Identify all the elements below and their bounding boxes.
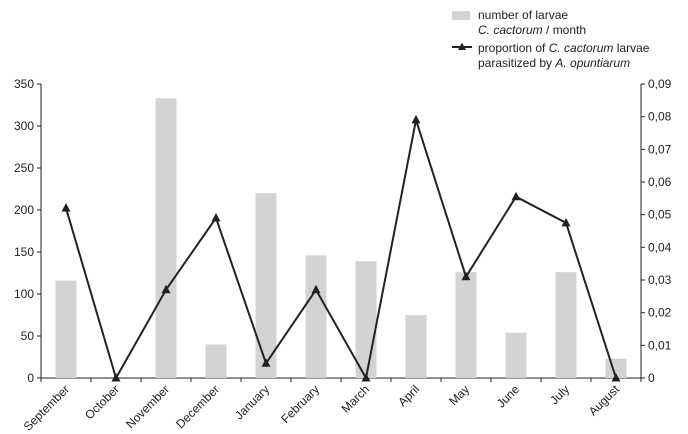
category-label-august: August: [586, 382, 623, 419]
category-label-january: January: [232, 382, 272, 422]
legend-line-post: larvae: [613, 41, 649, 55]
legend-line-label-line2: parasitized by A. opuntiarum: [478, 56, 630, 70]
bar-may: [455, 272, 477, 378]
y-left-tick-label: 150: [14, 245, 34, 259]
y-right-tick-label: 0,01: [648, 338, 672, 352]
y-right-tick-label: 0,07: [648, 142, 672, 156]
y-left-tick-label: 300: [14, 119, 34, 133]
point-july: [561, 217, 571, 227]
point-march: [361, 373, 371, 382]
legend-bar-label-line2: C. cactorum / month: [478, 23, 586, 37]
category-label-may: May: [446, 382, 472, 408]
y-right-tick-label: 0: [648, 371, 655, 385]
point-january: [261, 358, 271, 367]
y-left-tick-label: 250: [14, 161, 34, 175]
category-label-march: March: [339, 382, 372, 415]
point-may: [461, 271, 471, 281]
y-right-tick-label: 0,09: [648, 77, 672, 91]
legend-line-parasite: A. opuntiarum: [554, 56, 630, 70]
category-label-february: February: [278, 382, 322, 426]
legend-bar-swatch: [452, 11, 470, 20]
point-august: [611, 373, 621, 382]
category-label-july: July: [547, 382, 572, 407]
legend-bar-species: C. cactorum: [478, 23, 543, 37]
bar-january: [255, 193, 277, 378]
legend-triangle-icon: [458, 42, 466, 50]
axes: 0 50 100 150 200 250 300 350 0 0,01 0,02 0,03 0,04 0,…: [14, 77, 672, 385]
legend-line-pre: proportion of: [478, 41, 549, 55]
point-june: [511, 191, 521, 201]
y-right-tick-label: 0,05: [648, 208, 672, 222]
bar-december: [205, 344, 227, 378]
point-april: [411, 114, 421, 124]
category-labels: September October November December January F…: [21, 382, 623, 434]
category-label-november: November: [123, 382, 172, 431]
bar-november: [155, 98, 177, 378]
legend-line-species: C. cactorum: [549, 41, 614, 55]
legend: number of larvae C. cactorum / month pro…: [452, 8, 650, 70]
bar-march: [355, 261, 377, 378]
point-december: [211, 212, 221, 222]
y-left-tick-label: 0: [27, 371, 34, 385]
y-right-tick-label: 0,04: [648, 240, 672, 254]
point-february: [311, 284, 321, 294]
legend-line-pre2: parasitized by: [478, 56, 555, 70]
proportion-line: [61, 114, 621, 382]
y-right-tick-label: 0,03: [648, 273, 672, 287]
point-september: [61, 203, 71, 212]
point-october: [111, 373, 121, 382]
y-right-tick-label: 0,06: [648, 175, 672, 189]
y-left-tick-label: 350: [14, 77, 34, 91]
legend-bar-label-line1: number of larvae: [478, 8, 568, 22]
bar-february: [305, 255, 327, 378]
category-label-september: September: [21, 382, 72, 433]
bar-september: [55, 280, 77, 378]
proportion-polyline: [65, 119, 617, 381]
bar-july: [555, 272, 577, 378]
y-left-tick-label: 50: [21, 329, 35, 343]
y-left-tick-label: 200: [14, 203, 34, 217]
point-november: [161, 284, 171, 294]
category-label-december: December: [173, 382, 222, 431]
bar-april: [405, 315, 427, 378]
y-right-tick-label: 0,02: [648, 306, 672, 320]
category-label-april: April: [395, 382, 422, 409]
bars: [55, 98, 627, 378]
category-label-october: October: [82, 382, 122, 422]
legend-bar-unit: / month: [543, 23, 586, 37]
y-left-tick-label: 100: [14, 287, 34, 301]
bar-june: [505, 332, 527, 378]
category-label-june: June: [494, 382, 523, 411]
legend-line-label-line1: proportion of C. cactorum larvae: [478, 41, 650, 55]
y-right-tick-label: 0,08: [648, 110, 672, 124]
